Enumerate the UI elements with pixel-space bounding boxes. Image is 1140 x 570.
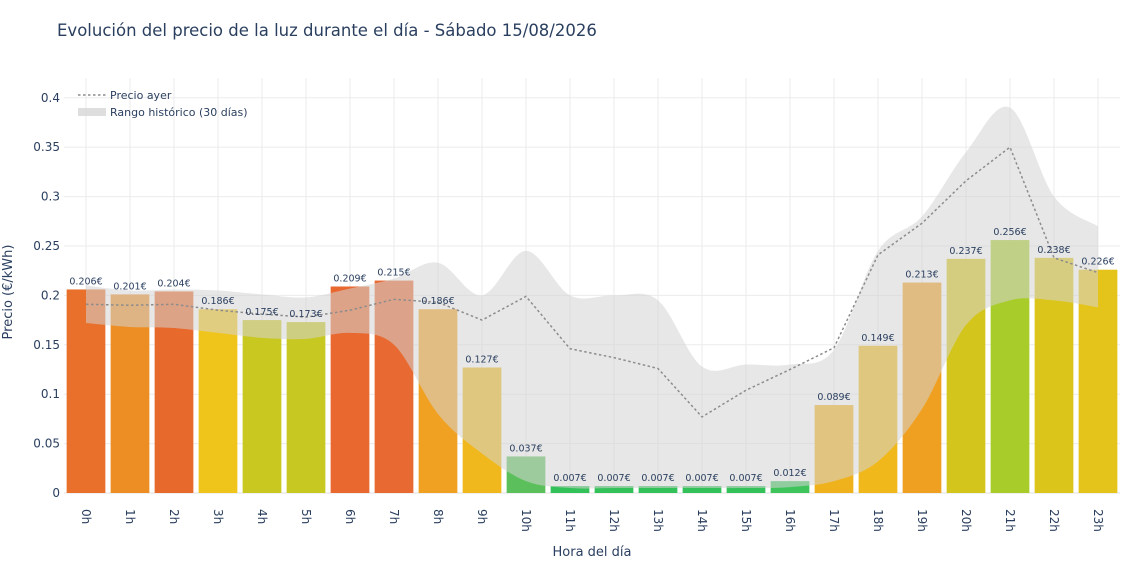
- x-tick-label: 17h: [827, 509, 841, 532]
- legend-range-swatch: [78, 108, 106, 116]
- bar-value-label: 0.238€: [1037, 245, 1070, 256]
- bar-value-label: 0.256€: [993, 227, 1026, 238]
- yesterday-line-layer: [85, 145, 1099, 418]
- bar-value-label: 0.007€: [685, 473, 718, 484]
- bar-value-label: 0.175€: [245, 307, 278, 318]
- x-tick-label: 4h: [255, 509, 269, 524]
- x-tick-label: 5h: [299, 509, 313, 524]
- price-bar: [286, 322, 326, 493]
- price-bar: [198, 309, 238, 493]
- price-bar: [550, 486, 590, 493]
- yesterday-price-line: [85, 145, 1099, 418]
- bar-label-layer: 0.206€ 0.201€ 0.204€ 0.186€ 0.175€ 0.173€ 0.20…: [69, 227, 1114, 484]
- axis-layer: Hora del día Precio (€/kWh) 0 0.05 0.1 0.15…: [1, 91, 1105, 560]
- y-tick-label: 0.2: [41, 288, 60, 302]
- bar-value-label: 0.226€: [1081, 257, 1114, 268]
- price-bar: [242, 320, 282, 493]
- legend-range-label: Rango histórico (30 días): [110, 106, 248, 119]
- bar-value-label: 0.186€: [421, 296, 454, 307]
- x-tick-label: 9h: [475, 509, 489, 524]
- bar-value-label: 0.173€: [289, 309, 322, 320]
- x-tick-label: 23h: [1091, 509, 1105, 532]
- bar-value-label: 0.149€: [861, 333, 894, 344]
- x-tick-label: 6h: [343, 509, 357, 524]
- x-tick-label: 11h: [563, 509, 577, 532]
- y-axis-title: Precio (€/kWh): [1, 245, 16, 340]
- y-tick-label: 0.15: [33, 338, 60, 352]
- x-tick-label: 16h: [783, 509, 797, 532]
- bar-value-label: 0.007€: [729, 473, 762, 484]
- bar-value-label: 0.204€: [157, 278, 190, 289]
- bar-value-label: 0.186€: [201, 296, 234, 307]
- x-tick-label: 12h: [607, 509, 621, 532]
- bar-value-label: 0.012€: [773, 468, 806, 479]
- bar-value-label: 0.127€: [465, 355, 498, 366]
- x-tick-label: 15h: [739, 509, 753, 532]
- chart-title: Evolución del precio de la luz durante e…: [57, 21, 597, 40]
- legend: Precio ayer Rango histórico (30 días): [78, 89, 248, 119]
- historical-range-layer: [86, 106, 1098, 489]
- bar-value-label: 0.007€: [641, 473, 674, 484]
- x-tick-label: 22h: [1047, 509, 1061, 532]
- bar-value-label: 0.007€: [553, 473, 586, 484]
- legend-yesterday-label: Precio ayer: [110, 89, 172, 102]
- x-tick-label: 20h: [959, 509, 973, 532]
- bar-value-label: 0.089€: [817, 392, 850, 403]
- bar-value-label: 0.237€: [949, 246, 982, 257]
- y-tick-label: 0.35: [33, 140, 60, 154]
- x-tick-label: 3h: [211, 509, 225, 524]
- y-tick-label: 0.25: [33, 239, 60, 253]
- y-tick-label: 0: [52, 486, 60, 500]
- y-tick-label: 0.05: [33, 437, 60, 451]
- price-bar: [682, 486, 722, 493]
- price-bar: [110, 294, 150, 493]
- x-tick-label: 21h: [1003, 509, 1017, 532]
- y-tick-label: 0.3: [41, 190, 60, 204]
- bar-value-label: 0.215€: [377, 268, 410, 279]
- price-bar: [726, 486, 766, 493]
- x-tick-label: 18h: [871, 509, 885, 532]
- price-bar: [594, 486, 634, 493]
- x-tick-label: 2h: [167, 509, 181, 524]
- bar-value-label: 0.213€: [905, 270, 938, 281]
- x-tick-label: 13h: [651, 509, 665, 532]
- x-tick-label: 1h: [123, 509, 137, 524]
- x-tick-label: 10h: [519, 509, 533, 532]
- bar-value-label: 0.007€: [597, 473, 630, 484]
- x-tick-label: 19h: [915, 509, 929, 532]
- bar-value-label: 0.209€: [333, 273, 366, 284]
- x-tick-label: 7h: [387, 509, 401, 524]
- bar-value-label: 0.201€: [113, 281, 146, 292]
- x-tick-label: 8h: [431, 509, 445, 524]
- price-bar: [638, 486, 678, 493]
- y-tick-label: 0.1: [41, 387, 60, 401]
- x-axis-title: Hora del día: [553, 545, 632, 560]
- y-tick-label: 0.4: [41, 91, 60, 105]
- bar-value-label: 0.206€: [69, 276, 102, 287]
- x-tick-label: 14h: [695, 509, 709, 532]
- bar-value-label: 0.037€: [509, 443, 542, 454]
- historical-range-band: [86, 106, 1098, 489]
- x-tick-label: 0h: [79, 509, 93, 524]
